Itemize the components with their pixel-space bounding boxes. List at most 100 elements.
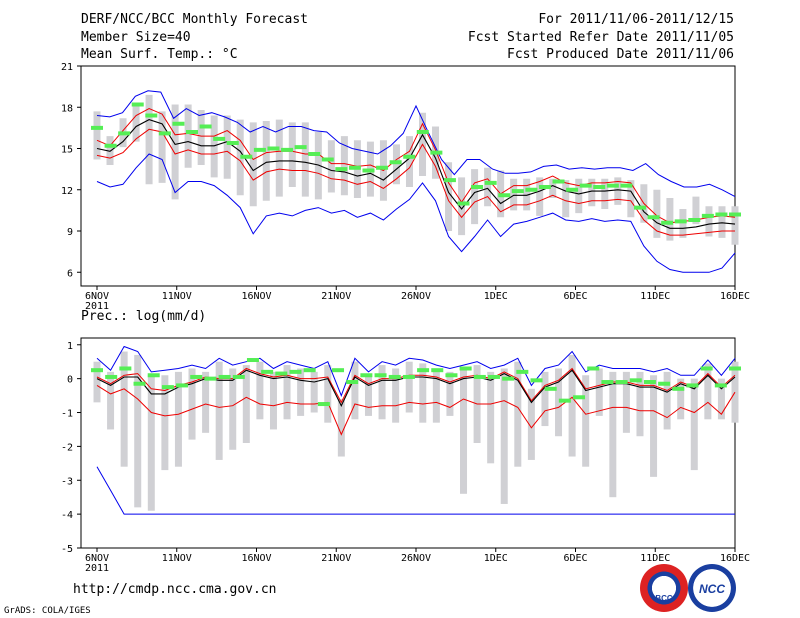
precip-spread-bar [622,371,630,433]
precip-spread-bar [188,368,196,440]
temp-median-marker [240,154,253,159]
temp-median-marker [457,201,470,206]
precip-median-marker [445,373,458,378]
temp-spread-bar [275,119,283,197]
precip-ytick-label: -3 [61,476,73,487]
precip-median-marker [686,383,699,388]
precip-median-marker [629,378,642,383]
temp-median-marker [376,165,389,170]
precip-spread-bar [636,371,644,437]
precip-xtick-year: 2011 [85,563,109,574]
temp-spread-bar [236,119,244,196]
precip-median-marker [487,374,500,379]
temp-spread-bar [627,180,635,218]
precip-spread-bar [500,368,508,504]
precip-median-marker [544,386,557,391]
temp-median-marker [715,212,728,217]
temp-spread-bar [471,169,479,225]
precip-median-marker [587,366,600,371]
precip-spread-bar [541,371,549,427]
temp-spread-bar [106,136,114,165]
precip-median-marker [218,374,231,379]
precip-median-marker [516,369,529,374]
precip-spread-bar [202,371,210,433]
temp-spread-bar [392,144,400,185]
precip-spread-bar [174,371,182,467]
temp-median-marker [729,212,741,217]
precip-median-marker [317,402,330,407]
temp-spread-bar [705,206,713,237]
temp-xtick-label: 1DEC [484,291,508,302]
ncc-logo-text: NCC [699,582,725,596]
precip-median-marker [658,381,671,386]
precip-xtick-label: 11DEC [640,553,670,564]
temp-median-marker [213,136,226,141]
temp-median-marker [552,179,565,184]
precip-label: Prec.: log(mm/d) [81,309,207,324]
precip-median-marker [275,371,288,376]
precip-median-marker [388,374,401,379]
temp-xtick-label: 26NOV [401,291,431,302]
precip-median-marker [303,368,316,373]
variable-label: Mean Surf. Temp.: °C [81,47,238,62]
temp-median-marker [647,215,660,220]
temp-spread-bar [171,104,179,200]
precip-median-marker [176,383,189,388]
precip-median-marker [190,374,203,379]
temp-spread-bar [614,177,622,205]
precip-median-marker [459,366,472,371]
temp-lower-line [96,128,735,236]
precip-spread-bar [324,365,332,423]
temp-spread-bar [510,178,518,211]
temp-spread-bar [405,136,413,187]
precip-median-marker [573,395,586,400]
temp-median-marker [484,180,497,185]
precip-spread-bar [609,371,617,498]
temp-median-marker [186,130,199,134]
temp-spread-bar [484,167,492,207]
precip-spread-bar [419,363,427,423]
temp-median-marker [525,187,538,192]
temp-median-marker [145,113,158,118]
temp-spread-bar [731,206,739,245]
temp-median-marker [226,141,239,145]
temp-spread-bar [588,178,596,207]
temp-spread-bar [523,178,531,211]
temp-ytick-label: 18 [61,103,73,114]
precip-lower-line [96,384,736,436]
precip-ytick-label: -2 [61,442,73,453]
temp-spread-bar [327,140,335,193]
precip-median-marker [360,373,373,378]
precip-xtick-label: 6DEC [563,553,587,564]
temp-spread-bar [301,122,309,197]
precip-median-marker [133,381,146,386]
temp-spread-bar [314,132,322,200]
temp-median-marker [443,178,456,183]
precip-xtick-label: 21NOV [321,553,351,564]
precip-spread-bar [364,375,372,416]
precip-spread-bar [161,375,169,471]
temp-median-marker [579,183,592,188]
precip-spread-bar [568,354,576,457]
temp-median-marker [348,165,361,170]
temp-median-marker [566,187,579,192]
precip-xtick-label: 16DEC [720,553,750,564]
precip-median-marker [332,368,345,373]
precip-spread-bar [107,371,115,430]
precip-upper-line [96,367,736,404]
temp-xtick-label: 6DEC [563,291,587,302]
temp-spread-bar [692,196,700,225]
temp-xtick-label: 16DEC [720,291,750,302]
temp-median-marker [430,150,443,155]
source-url[interactable]: http://cmdp.ncc.cma.gov.cn [73,582,277,597]
temp-spread-bar [536,177,544,216]
temp-median-marker [118,131,131,136]
temp-median-marker [511,189,524,194]
temp-max-line [96,90,736,198]
temp-median-marker [620,183,633,188]
precip-spread-bar [256,361,264,420]
precip-spread-bar [595,368,603,416]
precip-spread-bar [147,375,155,511]
precip-xtick-label: 11NOV [162,553,192,564]
temp-xtick-year: 2011 [85,301,109,312]
